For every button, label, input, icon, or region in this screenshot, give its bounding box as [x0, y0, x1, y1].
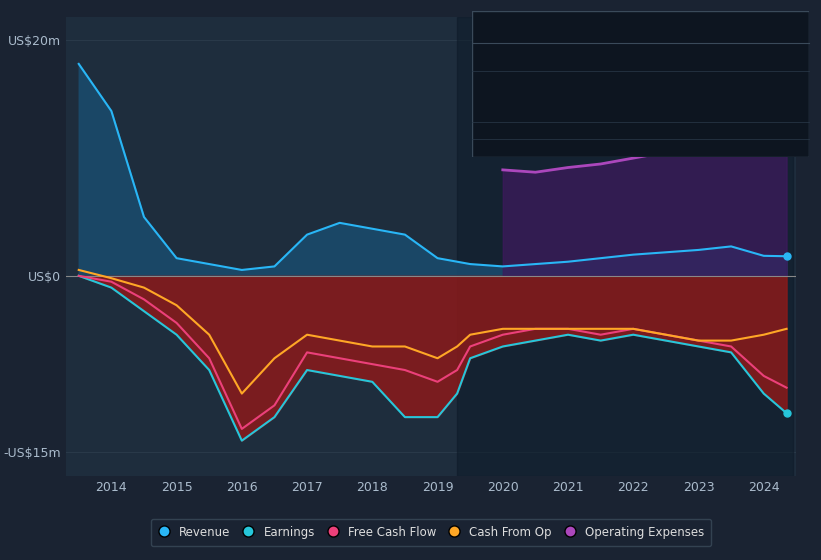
Text: Jun 30 2024: Jun 30 2024: [485, 26, 574, 39]
Text: Earnings: Earnings: [485, 73, 534, 83]
Text: Free Cash Flow: Free Cash Flow: [485, 105, 569, 115]
Text: Cash From Op: Cash From Op: [485, 123, 563, 133]
Text: No data: No data: [634, 123, 677, 133]
Bar: [457, 17, 793, 476]
Text: US$14.031m /yr: US$14.031m /yr: [634, 139, 724, 149]
Legend: Revenue, Earnings, Free Cash Flow, Cash From Op, Operating Expenses: Revenue, Earnings, Free Cash Flow, Cash …: [151, 519, 711, 546]
FancyBboxPatch shape: [472, 11, 809, 157]
Text: Revenue: Revenue: [485, 54, 534, 64]
Text: US$1.664m /yr: US$1.664m /yr: [634, 54, 717, 64]
Text: -701.1% profit margin: -701.1% profit margin: [634, 88, 756, 98]
Text: Operating Expenses: Operating Expenses: [485, 139, 598, 149]
Text: -US$11.666m /yr: -US$11.666m /yr: [634, 73, 728, 83]
Text: No data: No data: [634, 105, 677, 115]
